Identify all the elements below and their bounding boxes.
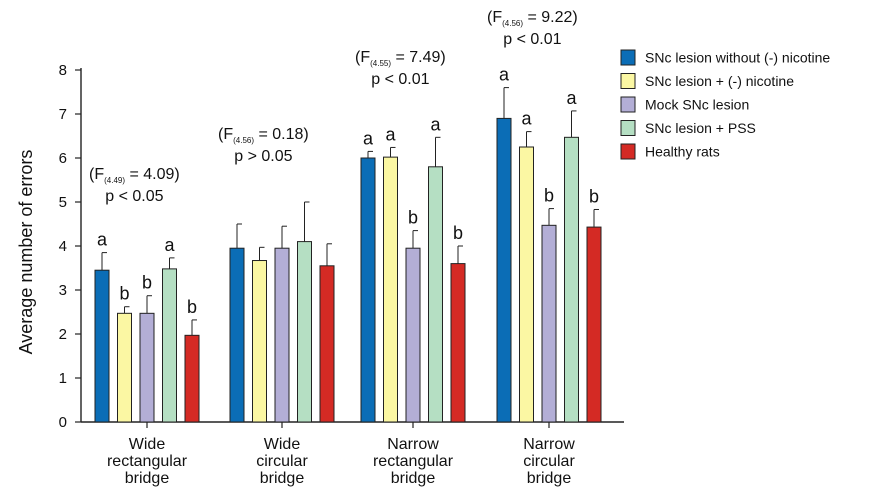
p-value: p < 0.01 [503, 31, 561, 48]
bar [405, 247, 421, 423]
legend-swatch [620, 49, 636, 66]
bar [274, 247, 290, 423]
f-value: = 9.22) [523, 9, 578, 26]
significance-label: b [544, 186, 554, 206]
y-tick-label: 7 [59, 106, 67, 123]
legend-label: SNc lesion + PSS [645, 120, 756, 136]
y-tick-label: 8 [59, 62, 67, 79]
y-tick-label: 0 [59, 414, 67, 431]
f-value: = 4.09) [125, 166, 180, 183]
bar [383, 156, 398, 423]
legend-swatch [620, 120, 636, 136]
bar [586, 226, 602, 423]
y-tick-label: 6 [59, 150, 67, 167]
significance-label: b [187, 297, 197, 317]
f-value: = 0.18) [254, 126, 309, 143]
bar [428, 166, 443, 423]
bar [360, 157, 376, 423]
bar [229, 247, 245, 423]
bar [117, 312, 132, 423]
y-axis-label: Average number of errors [16, 150, 36, 355]
bar [252, 260, 267, 423]
category-label: bridge [527, 470, 572, 487]
y-tick-label: 1 [59, 370, 67, 387]
significance-label: a [430, 114, 441, 134]
significance-label: a [566, 88, 577, 108]
y-tick-label: 4 [59, 238, 67, 255]
category-label: bridge [125, 470, 170, 487]
significance-label: b [142, 273, 152, 293]
category-label: bridge [260, 470, 305, 487]
category-label: Wide [264, 436, 301, 453]
f-statistic: (F(4.49) = 4.09) [89, 166, 180, 185]
bar [297, 241, 312, 423]
significance-label: a [499, 65, 510, 85]
f-prefix: (F [218, 126, 233, 143]
significance-label: b [589, 186, 599, 206]
bar [496, 117, 512, 423]
f-statistic: (F(4.55) = 7.49) [355, 49, 446, 68]
y-tick-label: 2 [59, 326, 67, 343]
f-degrees: (4.49) [104, 176, 125, 185]
category-label: Narrow [523, 436, 575, 453]
legend-label: SNc lesion without (-) nicotine [645, 50, 830, 66]
bar [162, 268, 177, 423]
category-label: rectangular [107, 453, 188, 470]
f-degrees: (4.56) [502, 19, 523, 28]
legend-swatch [620, 143, 636, 160]
legend-label: Healthy rats [645, 144, 720, 160]
bar [564, 136, 579, 423]
category-label: rectangular [373, 453, 454, 470]
p-value: p < 0.01 [371, 71, 429, 88]
legend-swatch [620, 73, 636, 89]
significance-label: a [164, 235, 175, 255]
legend: SNc lesion without (-) nicotine SNc lesio… [620, 49, 830, 160]
bar [184, 334, 200, 423]
bar [519, 146, 534, 423]
bar [541, 224, 557, 423]
significance-label: b [408, 208, 418, 228]
category-labels: WiderectangularbridgeWidecircularbridgeN… [107, 436, 575, 487]
bar [450, 263, 466, 423]
significance-label: a [521, 109, 532, 129]
f-prefix: (F [89, 166, 104, 183]
legend-swatch [620, 96, 636, 113]
legend-label: SNc lesion + (-) nicotine [645, 73, 794, 89]
category-label: circular [523, 453, 575, 470]
bar [139, 312, 155, 423]
category-label: bridge [391, 470, 436, 487]
f-statistic: (F(4.56) = 0.18) [218, 126, 309, 145]
f-value: = 7.49) [391, 49, 446, 66]
significance-label: a [363, 128, 374, 148]
f-degrees: (4.55) [370, 59, 391, 68]
category-label: Wide [129, 436, 166, 453]
y-tick-label: 5 [59, 194, 67, 211]
significance-label: a [97, 230, 108, 250]
bar [94, 269, 110, 423]
p-value: p < 0.05 [105, 188, 163, 205]
legend-label: Mock SNc lesion [645, 97, 749, 113]
significance-label: b [453, 223, 463, 243]
f-degrees: (4.56) [233, 136, 254, 145]
significance-label: b [119, 284, 129, 304]
f-prefix: (F [355, 49, 370, 66]
p-value: p > 0.05 [234, 148, 292, 165]
y-tick-label: 3 [59, 282, 67, 299]
f-prefix: (F [487, 9, 502, 26]
category-label: circular [256, 453, 308, 470]
category-label: Narrow [387, 436, 439, 453]
bar [319, 265, 335, 423]
statistics-annotations: (F(4.49) = 4.09)p < 0.05(F(4.56) = 0.18)… [89, 9, 578, 205]
significance-label: a [385, 124, 396, 144]
f-statistic: (F(4.56) = 9.22) [487, 9, 578, 28]
